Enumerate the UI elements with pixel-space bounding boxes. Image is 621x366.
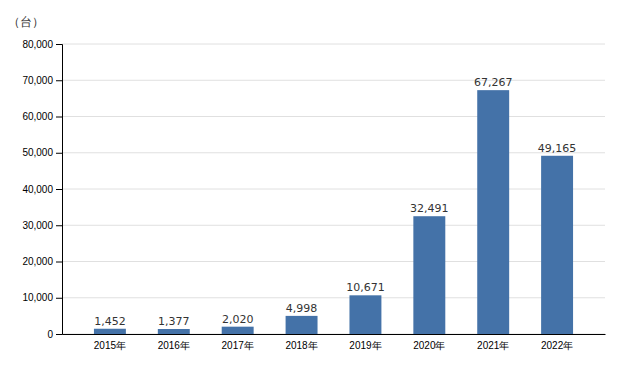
grid-line	[62, 334, 605, 335]
bar	[222, 327, 254, 334]
x-tick: 2015年	[94, 340, 126, 351]
y-tick-mark	[56, 262, 62, 263]
bar	[477, 90, 509, 334]
data-label: 10,671	[346, 281, 385, 294]
x-tick: 2022年	[541, 340, 573, 351]
x-tick-label: 2019年	[349, 340, 381, 351]
y-tick: 10,000	[22, 292, 62, 303]
x-tick-label: 2020年	[413, 340, 445, 351]
y-tick-label: 80,000	[22, 39, 53, 50]
bar	[413, 216, 445, 334]
plot: 0 10,000 20,000 30,000 40,000 50,000 60,000 70,…	[22, 39, 605, 351]
bar	[286, 316, 318, 334]
bar	[158, 329, 190, 334]
y-tick-label: 40,000	[22, 184, 53, 195]
y-axis-label: （台）	[8, 15, 44, 29]
grid-line	[62, 80, 605, 81]
x-tick-label: 2021年	[477, 340, 509, 351]
y-tick-label: 30,000	[22, 220, 53, 231]
y-tick-mark	[56, 153, 62, 154]
y-tick-mark	[56, 44, 62, 45]
y-tick: 60,000	[22, 111, 62, 122]
grid-line	[62, 152, 605, 153]
y-axis: 0 10,000 20,000 30,000 40,000 50,000 60,000 70,…	[22, 39, 62, 340]
x-tick-label: 2018年	[285, 340, 317, 351]
x-tick: 2019年	[349, 340, 381, 351]
y-tick-mark	[56, 225, 62, 226]
y-axis-line	[56, 45, 63, 335]
y-tick-label: 10,000	[22, 292, 53, 303]
grid-line	[62, 189, 605, 190]
data-label: 2,020	[222, 313, 254, 326]
y-tick: 70,000	[22, 75, 62, 86]
bar	[349, 295, 381, 334]
grid	[62, 44, 605, 334]
bar	[94, 329, 126, 334]
data-labels: 1,452 1,377 2,020 4,998 10,671 32,491 67,267 49…	[94, 76, 576, 328]
x-tick: 2018年	[285, 340, 317, 351]
y-tick: 20,000	[22, 256, 62, 267]
chart: 0 10,000 20,000 30,000 40,000 50,000 60,000 70,…	[0, 0, 621, 366]
y-tick: 0	[47, 329, 62, 340]
x-tick-label: 2015年	[94, 340, 126, 351]
x-tick: 2021年	[477, 340, 509, 351]
data-label: 1,377	[158, 315, 190, 328]
data-label: 1,452	[94, 315, 126, 328]
x-tick-label: 2022年	[541, 340, 573, 351]
x-axis-line	[63, 334, 606, 335]
grid-line	[62, 261, 605, 262]
y-tick-mark	[56, 189, 62, 190]
y-tick: 50,000	[22, 147, 62, 158]
y-tick-label: 0	[47, 329, 53, 340]
x-tick-label: 2016年	[158, 340, 190, 351]
bar	[541, 156, 573, 334]
data-label: 32,491	[410, 202, 449, 215]
data-label: 49,165	[538, 142, 577, 155]
y-tick-mark	[56, 117, 62, 118]
y-tick-mark	[56, 334, 62, 335]
y-tick-label: 20,000	[22, 256, 53, 267]
y-tick-label: 70,000	[22, 75, 53, 86]
data-label: 4,998	[286, 302, 318, 315]
grid-line	[62, 116, 605, 117]
y-tick: 30,000	[22, 220, 62, 231]
y-tick-label: 60,000	[22, 111, 53, 122]
y-tick-label: 50,000	[22, 147, 53, 158]
y-tick: 80,000	[22, 39, 62, 50]
grid-line	[62, 225, 605, 226]
x-tick-label: 2017年	[222, 340, 254, 351]
x-tick: 2016年	[158, 340, 190, 351]
y-tick: 40,000	[22, 184, 62, 195]
data-label: 67,267	[474, 76, 513, 89]
grid-line	[62, 297, 605, 298]
x-tick: 2017年	[222, 340, 254, 351]
grid-line	[62, 44, 605, 45]
bars	[94, 90, 573, 334]
y-tick-mark	[56, 80, 62, 81]
x-axis: 2015年 2016年 2017年 2018年 2019年 2020年 2021年 2022年	[63, 335, 606, 352]
x-tick: 2020年	[413, 340, 445, 351]
y-tick-mark	[56, 298, 62, 299]
